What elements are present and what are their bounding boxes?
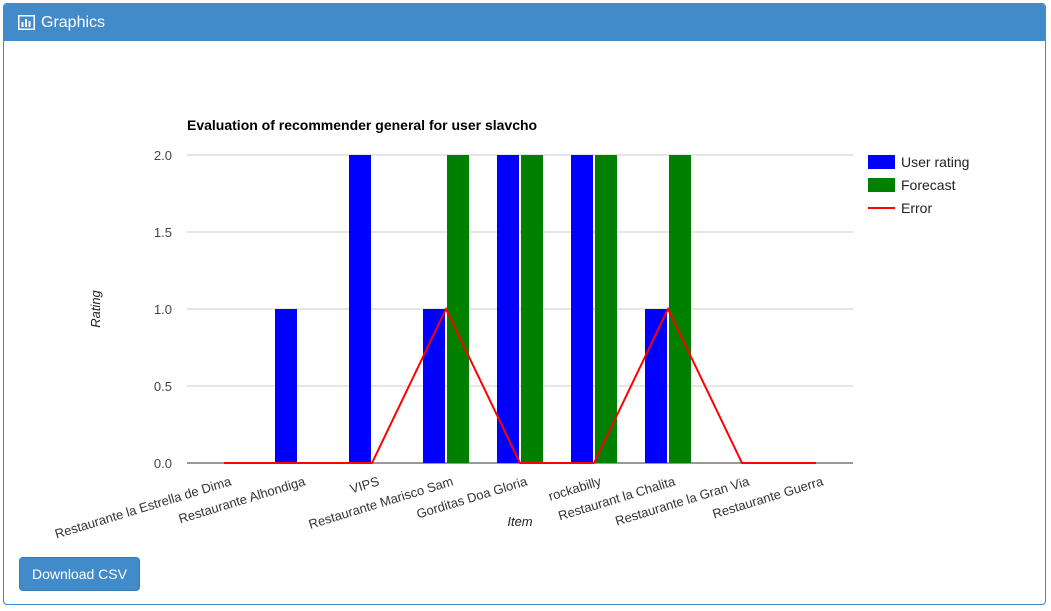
download-csv-button[interactable]: Download CSV (19, 557, 140, 591)
bar-user-rating (275, 309, 297, 463)
legend-swatch (868, 155, 895, 169)
bar-forecast (447, 155, 469, 463)
graphics-panel: Graphics Evaluation of recommender gener… (3, 3, 1046, 605)
chart-title: Evaluation of recommender general for us… (187, 117, 537, 133)
y-tick-label: 2.0 (154, 148, 172, 163)
bar-user-rating (571, 155, 593, 463)
y-axis-label: Rating (88, 289, 103, 327)
legend-label: Error (901, 200, 932, 216)
bar-user-rating (497, 155, 519, 463)
bar-forecast (521, 155, 543, 463)
bar-forecast (669, 155, 691, 463)
y-tick-label: 1.5 (154, 225, 172, 240)
y-tick-label: 0.0 (154, 456, 172, 471)
y-tick-label: 1.0 (154, 302, 172, 317)
legend-label: Forecast (901, 177, 956, 193)
panel-heading: Graphics (4, 4, 1045, 41)
x-tick-label: VIPS (348, 473, 381, 496)
bar-chart-icon (18, 15, 36, 31)
bar-forecast (595, 155, 617, 463)
y-tick-label: 0.5 (154, 379, 172, 394)
x-axis-label: Item (507, 514, 532, 529)
chart-svg: Evaluation of recommender general for us… (53, 117, 969, 542)
x-tick-label: Restaurante Alhondiga (177, 473, 308, 526)
line-error (224, 306, 816, 464)
chart-container: Evaluation of recommender general for us… (4, 43, 1043, 568)
legend-label: User rating (901, 154, 969, 170)
panel-title: Graphics (41, 13, 106, 31)
legend-swatch (868, 178, 895, 192)
bar-user-rating (349, 155, 371, 463)
